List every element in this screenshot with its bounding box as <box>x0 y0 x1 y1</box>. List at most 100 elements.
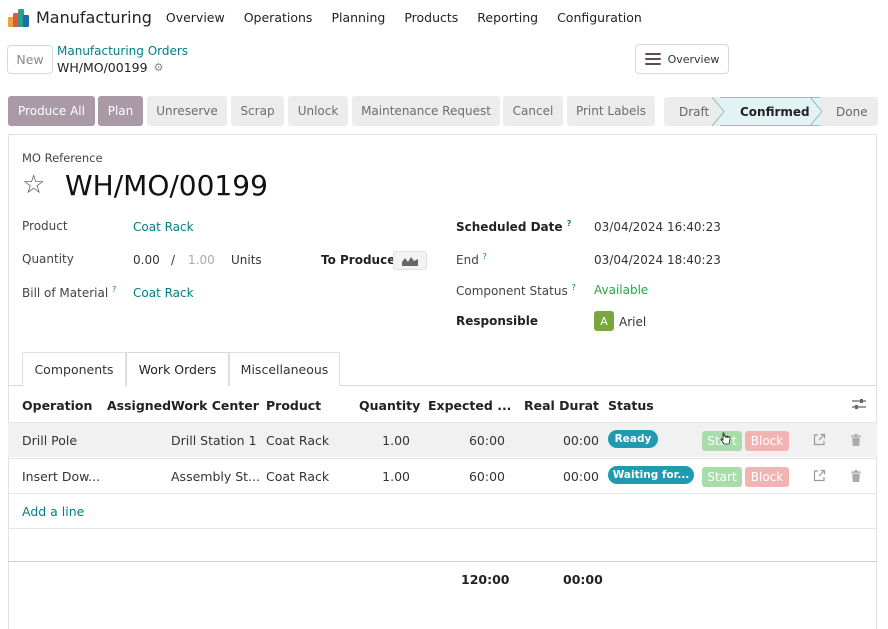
row-expected-duration: 60:00 <box>468 469 505 484</box>
quantity-produced-field[interactable]: 0.00 <box>133 253 160 267</box>
menu-planning[interactable]: Planning <box>331 10 386 25</box>
open-external-icon[interactable] <box>813 433 826 446</box>
produce-all-button[interactable]: Produce All <box>8 96 95 126</box>
component-status-label: Component Status ? <box>456 283 576 298</box>
mo-reference-title[interactable]: WH/MO/00199 <box>65 169 268 202</box>
stage-draft[interactable]: Draft <box>664 97 720 126</box>
tab-work-orders[interactable]: Work Orders <box>126 352 229 386</box>
mouse-cursor-icon <box>720 432 731 445</box>
total-real-duration: 00:00 <box>563 572 603 587</box>
add-a-line-link[interactable]: Add a line <box>22 504 85 519</box>
table-divider <box>8 528 877 529</box>
end-label: End ? <box>456 252 487 267</box>
stage-confirmed-label: Confirmed <box>740 104 810 119</box>
help-icon[interactable]: ? <box>571 283 576 292</box>
tabs-divider <box>8 385 877 386</box>
column-real-duration[interactable]: Real Durati... <box>524 398 600 413</box>
column-settings-icon[interactable] <box>852 398 866 410</box>
production-chart-icon[interactable] <box>393 251 427 270</box>
stage-arrows <box>711 97 823 126</box>
quantity-total-field[interactable]: 1.00 <box>188 253 215 267</box>
block-button[interactable]: Block <box>745 467 789 487</box>
stage-confirmed[interactable]: Confirmed <box>720 97 820 126</box>
row-divider <box>8 493 877 494</box>
row-real-duration: 00:00 <box>562 433 599 448</box>
row-quantity: 1.00 <box>382 433 410 448</box>
end-date-field[interactable]: 03/04/2024 18:40:23 <box>594 253 721 267</box>
column-product[interactable]: Product <box>266 398 322 413</box>
scheduled-date-label: Scheduled Date ? <box>456 219 571 234</box>
responsible-field[interactable]: Ariel <box>619 315 647 329</box>
star-icon[interactable]: ☆ <box>22 170 46 200</box>
column-operation[interactable]: Operation <box>22 398 93 413</box>
to-produce-label: To Produce <box>321 253 396 267</box>
table-row[interactable]: Insert Dow... Assembly St... Coat Rack 1… <box>8 458 877 493</box>
column-quantity[interactable]: Quantity <box>359 398 421 413</box>
avatar: A <box>594 311 614 331</box>
product-field[interactable]: Coat Rack <box>133 220 194 234</box>
product-label: Product <box>22 219 68 233</box>
trash-icon[interactable] <box>851 470 861 482</box>
start-button[interactable]: Start <box>702 467 742 487</box>
app-name[interactable]: Manufacturing <box>36 8 152 27</box>
mo-reference-label: MO Reference <box>22 151 103 165</box>
stage-draft-label: Draft <box>679 104 710 119</box>
total-expected-duration: 120:00 <box>461 572 510 587</box>
stage-done-label: Done <box>836 104 868 119</box>
row-expected-duration: 60:00 <box>468 433 505 448</box>
column-work-center[interactable]: Work Center <box>171 398 259 413</box>
breadcrumb-manufacturing-orders[interactable]: Manufacturing Orders <box>57 44 189 58</box>
stage-done[interactable]: Done <box>820 97 878 126</box>
menu-products[interactable]: Products <box>404 10 459 25</box>
scheduled-date-label-text: Scheduled Date <box>456 220 563 234</box>
menu-configuration[interactable]: Configuration <box>557 10 642 25</box>
help-icon[interactable]: ? <box>482 252 487 261</box>
gear-icon[interactable]: ⚙ <box>153 61 164 74</box>
component-status-field: Available <box>594 283 649 297</box>
scrap-button[interactable]: Scrap <box>231 96 284 126</box>
end-label-text: End <box>456 253 479 267</box>
row-operation: Insert Dow... <box>22 469 101 484</box>
new-button[interactable]: New <box>7 45 53 74</box>
unreserve-button[interactable]: Unreserve <box>147 96 227 126</box>
quantity-label: Quantity <box>22 252 74 266</box>
menu-overview[interactable]: Overview <box>165 10 225 25</box>
bom-label-text: Bill of Material <box>22 286 109 300</box>
row-operation: Drill Pole <box>22 433 78 448</box>
uom-field[interactable]: Units <box>231 253 262 267</box>
column-status[interactable]: Status <box>608 398 654 413</box>
scheduled-date-field[interactable]: 03/04/2024 16:40:23 <box>594 220 721 234</box>
table-row[interactable]: Drill Pole Drill Station 1 Coat Rack 1.0… <box>8 422 877 457</box>
breadcrumb-current-record: WH/MO/00199 ⚙ <box>57 60 163 75</box>
tab-components[interactable]: Components <box>22 352 126 386</box>
open-external-icon[interactable] <box>813 469 826 482</box>
overview-button-label: Overview <box>667 52 720 66</box>
menu-operations[interactable]: Operations <box>243 10 313 25</box>
record-name: WH/MO/00199 <box>57 60 148 75</box>
row-real-duration: 00:00 <box>562 469 599 484</box>
unlock-button[interactable]: Unlock <box>288 96 348 126</box>
bom-field[interactable]: Coat Rack <box>133 286 194 300</box>
help-icon[interactable]: ? <box>566 219 572 228</box>
column-assigned[interactable]: Assigned <box>107 398 172 413</box>
work-orders-table-header: Operation Assigned Work Center Product Q… <box>8 388 877 422</box>
quantity-separator: / <box>171 253 176 267</box>
component-status-label-text: Component Status <box>456 284 568 298</box>
maintenance-request-button[interactable]: Maintenance Request <box>352 96 500 126</box>
cancel-button[interactable]: Cancel <box>503 96 563 126</box>
hamburger-icon <box>644 53 661 65</box>
block-button[interactable]: Block <box>745 431 789 451</box>
column-expected-duration[interactable]: Expected ... <box>428 398 510 413</box>
tab-miscellaneous[interactable]: Miscellaneous <box>229 352 340 386</box>
menu-reporting[interactable]: Reporting <box>477 10 539 25</box>
row-work-center: Drill Station 1 <box>171 433 257 448</box>
status-badge: Ready <box>608 430 658 448</box>
plan-button[interactable]: Plan <box>98 96 143 126</box>
bom-label: Bill of Material ? <box>22 285 116 300</box>
print-labels-button[interactable]: Print Labels <box>567 96 655 126</box>
trash-icon[interactable] <box>851 434 861 446</box>
overview-button[interactable]: Overview <box>635 44 729 74</box>
manufacturing-app-icon[interactable] <box>8 8 30 27</box>
help-icon[interactable]: ? <box>112 285 117 294</box>
status-bar: Draft Confirmed Done <box>664 97 878 126</box>
